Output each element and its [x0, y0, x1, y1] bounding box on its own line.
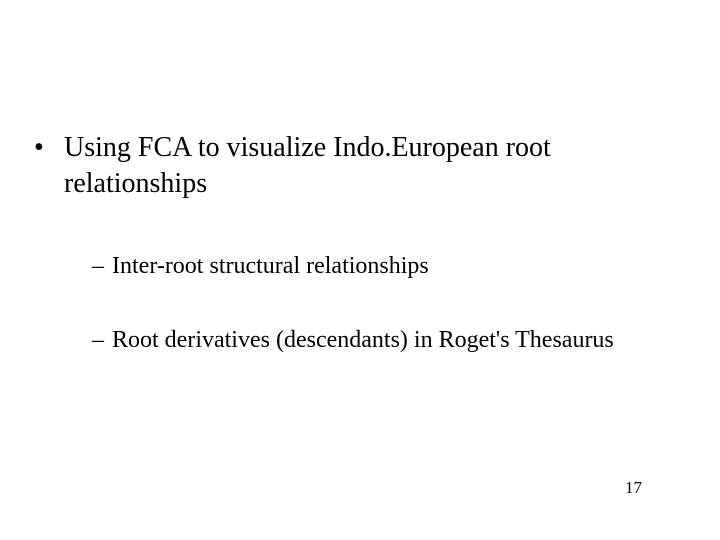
sub-bullet-list: – Inter-root structural relationships – …: [34, 250, 690, 356]
dash-marker: –: [92, 250, 112, 282]
sub-bullet-text: Root derivatives (descendants) in Roget'…: [112, 324, 614, 356]
main-bullet-text: Using FCA to visualize Indo.European roo…: [64, 130, 690, 202]
sub-bullet-item: – Root derivatives (descendants) in Roge…: [92, 324, 690, 356]
bullet-marker: •: [34, 130, 64, 166]
dash-marker: –: [92, 324, 112, 356]
page-number: 17: [625, 478, 642, 498]
sub-bullet-text: Inter-root structural relationships: [112, 250, 429, 282]
main-bullet-item: • Using FCA to visualize Indo.European r…: [34, 130, 690, 202]
slide-content: • Using FCA to visualize Indo.European r…: [0, 0, 720, 356]
sub-bullet-item: – Inter-root structural relationships: [92, 250, 690, 282]
